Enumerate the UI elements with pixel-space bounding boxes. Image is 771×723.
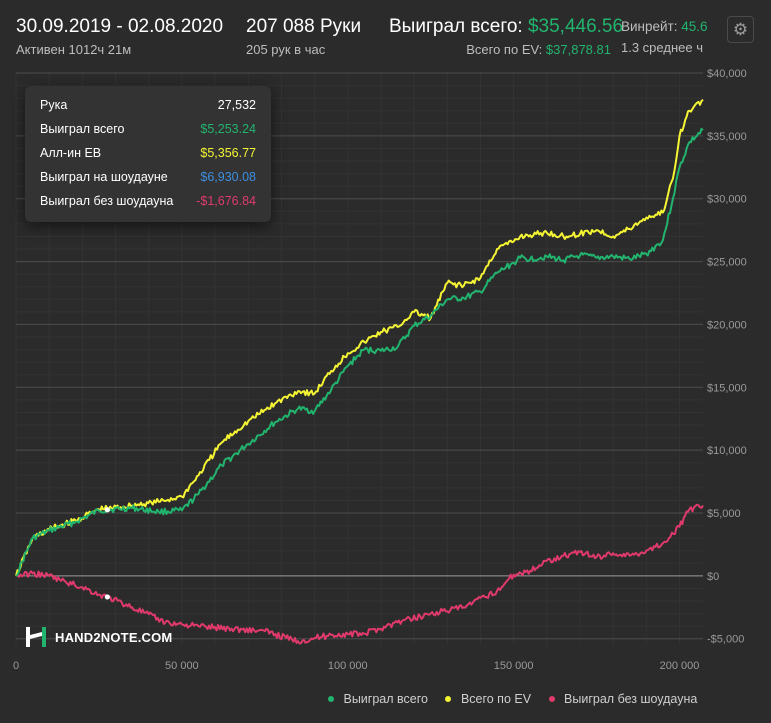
hands-count: 207 088 Руки <box>246 16 362 37</box>
y-tick-label: $30,000 <box>707 194 747 206</box>
won-total-value: $35,446.56 <box>527 16 624 37</box>
average-per-hour: 1.3 среднее ч <box>621 40 703 55</box>
legend-label: Всего по EV <box>460 692 532 706</box>
settings-button[interactable]: ⚙ <box>727 16 754 43</box>
legend-item-won-total[interactable]: Выиграл всего <box>328 692 428 706</box>
series-line-non-showdown <box>15 503 704 645</box>
chart-legend: Выиграл всего Всего по EV Выиграл без шо… <box>328 692 711 706</box>
tooltip-label: Выиграл без шоудауна <box>40 194 174 208</box>
tooltip-value: -$1,676.84 <box>196 194 256 208</box>
hands-per-hour: 205 рук в час <box>246 42 326 57</box>
h2n-logo-icon <box>26 627 46 647</box>
tooltip-value: 27,532 <box>217 98 256 112</box>
y-tick-label: $35,000 <box>707 131 747 143</box>
tooltip-label: Рука <box>40 98 68 112</box>
x-tick-label: 0 <box>13 660 19 672</box>
legend-label: Выиграл без шоудауна <box>564 692 698 706</box>
active-time: Активен 1012ч 21м <box>16 42 132 57</box>
won-total: Выиграл всего: $35,446.56 <box>389 16 623 38</box>
hover-point-non-showdown <box>104 594 110 600</box>
x-tick-label: 150 000 <box>494 660 534 672</box>
tooltip-row-won-total: Выиграл всего $5,253.24 <box>40 122 256 142</box>
x-tick-label: 100 000 <box>328 660 368 672</box>
y-tick-label: $0 <box>707 571 719 583</box>
series-line-won-total <box>15 127 704 577</box>
y-tick-label: $15,000 <box>707 382 747 394</box>
ev-total: Всего по EV: $37,878.81 <box>466 42 611 57</box>
y-tick-label: $40,000 <box>707 68 747 80</box>
tooltip-value: $6,930.08 <box>200 170 256 184</box>
legend-dot <box>328 695 334 702</box>
hover-tooltip: Рука 27,532 Выиграл всего $5,253.24 Алл-… <box>25 86 271 222</box>
tooltip-label: Выиграл всего <box>40 122 125 136</box>
gear-icon: ⚙ <box>732 19 749 39</box>
series-line-ev-total <box>15 98 704 577</box>
tooltip-row-showdown: Выиграл на шоудауне $6,930.08 <box>40 170 256 190</box>
y-tick-label: $10,000 <box>707 445 747 457</box>
legend-label: Выиграл всего <box>343 692 428 706</box>
tooltip-label: Выиграл на шоудауне <box>40 170 168 184</box>
winrate: Винрейт: 45.6 <box>621 19 711 34</box>
date-range: 30.09.2019 - 02.08.2020 <box>16 16 224 37</box>
hand2note-logo: HAND2NOTE.COM <box>25 626 172 648</box>
tooltip-row-non-showdown: Выиграл без шоудауна -$1,676.84 <box>40 194 256 214</box>
ev-total-label: Всего по EV: <box>466 42 543 57</box>
logo-text: HAND2NOTE.COM <box>55 629 173 645</box>
winrate-label: Винрейт: <box>621 19 678 34</box>
x-tick-label: 50 000 <box>165 660 199 672</box>
tooltip-value: $5,356.77 <box>200 146 256 160</box>
legend-dot <box>548 695 555 702</box>
tooltip-value: $5,253.24 <box>200 122 256 136</box>
tooltip-row-hand: Рука 27,532 <box>40 98 256 118</box>
ev-total-value: $37,878.81 <box>545 42 611 57</box>
y-tick-label: -$5,000 <box>707 634 744 646</box>
y-tick-label: $20,000 <box>707 319 747 331</box>
legend-dot <box>445 695 452 702</box>
tooltip-row-allin-ev: Алл-ин ЕВ $5,356.77 <box>40 146 256 166</box>
hover-point-won-total <box>104 507 110 513</box>
y-tick-label: $25,000 <box>707 257 747 269</box>
legend-item-ev-total[interactable]: Всего по EV <box>445 692 531 706</box>
winrate-value: 45.6 <box>681 19 708 34</box>
y-tick-label: $5,000 <box>707 508 741 520</box>
x-tick-label: 200 000 <box>660 660 700 672</box>
legend-item-non-showdown[interactable]: Выиграл без шоудауна <box>548 692 698 706</box>
tooltip-label: Алл-ин ЕВ <box>40 146 102 160</box>
won-total-label: Выиграл всего: <box>389 16 523 37</box>
